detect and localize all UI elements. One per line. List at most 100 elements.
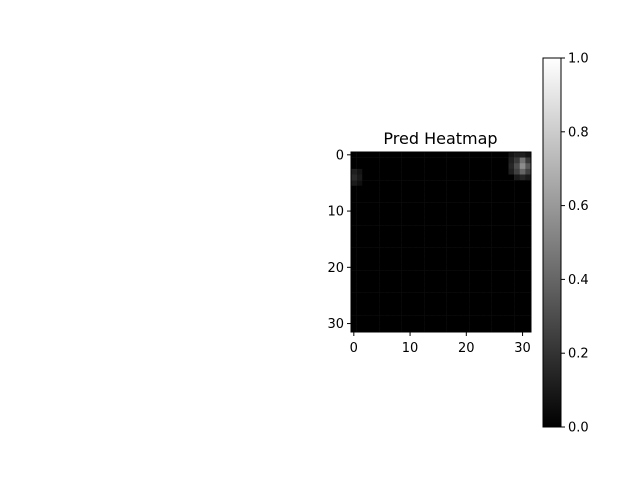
heatmap-cell [401,281,408,288]
heatmap-cell [457,247,464,254]
heatmap-cell [367,202,374,209]
heatmap-cell [390,303,397,310]
heatmap-cell [379,320,385,327]
heatmap-cell [508,213,515,220]
heatmap-cell [457,242,464,248]
heatmap-cell [435,315,442,321]
heatmap-cell [486,174,492,181]
heatmap-cell [351,242,357,248]
heatmap-frame [350,151,532,333]
heatmap-cell [469,275,475,282]
heatmap-cell [367,163,374,170]
heatmap-cell [351,168,357,175]
heatmap-cell [497,197,504,203]
heatmap-cell [525,191,532,198]
heatmap-cell [508,180,515,186]
heatmap-cell [362,264,369,271]
heatmap-cell [412,281,419,288]
heatmap-cell [469,326,475,333]
heatmap-cell [497,152,504,158]
heatmap-cell [441,152,447,158]
heatmap-cell [525,168,532,175]
heatmap-cell [362,202,369,209]
heatmap-cell [429,275,436,282]
heatmap-cell [424,303,430,310]
heatmap-cell [412,163,419,170]
heatmap-cell [407,298,414,305]
heatmap-cell [362,281,369,288]
heatmap-cell [379,157,385,164]
heatmap-cell [480,320,487,327]
heatmap-cell [396,197,402,203]
heatmap-cell [452,230,459,237]
heatmap-cell [379,309,385,316]
heatmap-cell [497,303,504,310]
heatmap-cell [384,197,391,203]
heatmap-cell [519,174,526,181]
heatmap-cell [356,180,363,186]
heatmap-cell [525,225,532,231]
heatmap-cell [446,247,453,254]
heatmap-cell [474,230,481,237]
heatmap-cell [362,152,369,158]
x-tick-label: 20 [458,341,475,356]
heatmap-cell [435,191,442,198]
heatmap-cell [412,230,419,237]
heatmap-cell [379,174,385,181]
heatmap-cell [463,219,470,226]
heatmap-cell [474,236,481,243]
heatmap-cell [486,281,492,288]
heatmap-cell [441,320,447,327]
heatmap-cell [418,320,425,327]
heatmap-cell [418,163,425,170]
heatmap-cell [429,225,436,231]
heatmap-cell [362,292,369,299]
heatmap-cell [407,264,414,271]
heatmap-cell [418,298,425,305]
heatmap-cell [384,157,391,164]
heatmap-cell [384,185,391,192]
heatmap-cell [463,168,470,175]
heatmap-cell [373,275,380,282]
heatmap-cell [356,213,363,220]
heatmap-cell [401,270,408,276]
heatmap-cell [401,309,408,316]
heatmap-cell [356,247,363,254]
heatmap-cell [441,303,447,310]
heatmap-cell [418,270,425,276]
heatmap-cell [412,225,419,231]
heatmap-cell [502,320,509,327]
heatmap-cell [424,287,430,293]
heatmap-cell [362,168,369,175]
heatmap-cell [497,191,504,198]
heatmap-cell [379,326,385,333]
heatmap-cell [519,163,526,170]
heatmap-cell [457,258,464,265]
heatmap-cell [452,247,459,254]
heatmap-cell [384,152,391,158]
heatmap-cell [502,303,509,310]
heatmap-cell [457,281,464,288]
heatmap-cell [384,253,391,260]
heatmap-cell [519,298,526,305]
heatmap-cell [373,303,380,310]
heatmap-cell [390,315,397,321]
heatmap-cell [469,247,475,254]
heatmap-cell [384,315,391,321]
heatmap-cell [373,174,380,181]
heatmap-cell [469,230,475,237]
heatmap-cell [508,225,515,231]
heatmap-cell [379,292,385,299]
heatmap-cell [396,185,402,192]
heatmap-cell [362,298,369,305]
heatmap-cell [379,264,385,271]
heatmap-cell [401,213,408,220]
heatmap-cell [474,225,481,231]
heatmap-cell [508,185,515,192]
heatmap-cell [407,174,414,181]
heatmap-cell [424,163,430,170]
heatmap-cell [390,258,397,265]
heatmap-cell [480,191,487,198]
heatmap-cell [435,157,442,164]
heatmap-cell [412,174,419,181]
